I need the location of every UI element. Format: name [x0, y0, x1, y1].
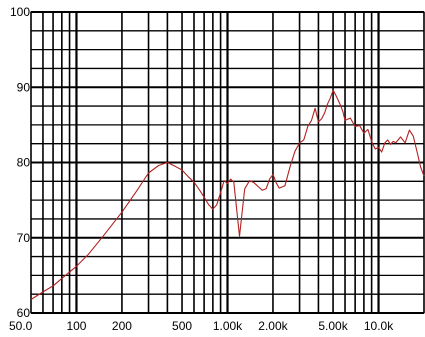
x-tick-label: 100 [66, 319, 86, 333]
x-tick-label: 50.0 [9, 319, 33, 333]
y-tick-label: 80 [17, 156, 31, 170]
x-tick-label: 10.0k [364, 319, 394, 333]
x-tick-label: 2.00k [258, 319, 288, 333]
series-layer [30, 89, 425, 300]
y-tick-label: 60 [17, 306, 31, 320]
x-tick-labels: 50.0 100 200 500 1.00k 2.00k 5.00k 10.0k [9, 319, 394, 333]
plot-frame [30, 11, 425, 314]
y-tick-label: 70 [17, 231, 31, 245]
chart-grid [30, 11, 425, 314]
x-tick-label: 200 [112, 319, 132, 333]
x-tick-label: 1.00k [213, 319, 243, 333]
y-tick-label: 100 [10, 5, 30, 19]
x-tick-label: 500 [172, 319, 192, 333]
y-tick-labels: 60 70 80 90 100 [10, 5, 30, 320]
y-tick-label: 90 [17, 80, 31, 94]
x-tick-label: 5.00k [318, 319, 348, 333]
series-line-0 [30, 89, 425, 300]
